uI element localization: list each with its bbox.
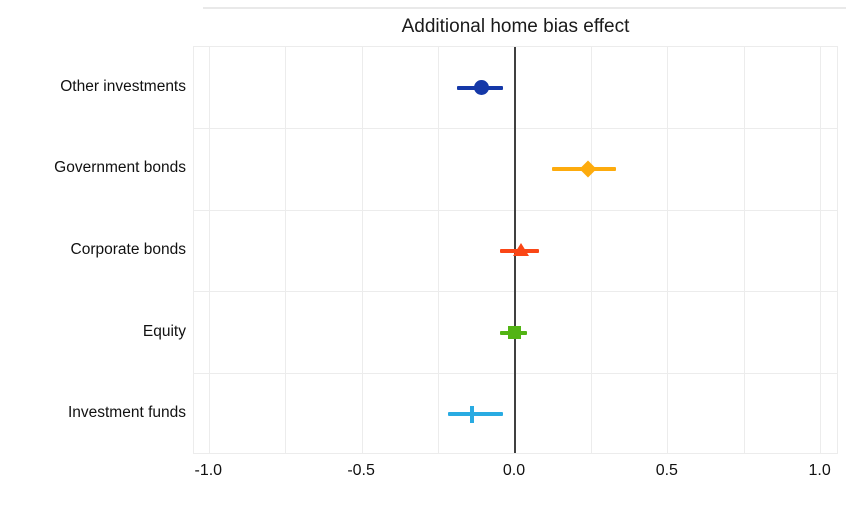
vertical-gridline [438, 47, 440, 453]
chart-title: Additional home bias effect [401, 16, 630, 37]
vertical-gridline [820, 47, 822, 453]
x-tick-label: 0.5 [655, 462, 678, 479]
category-label: Government bonds [54, 159, 186, 177]
point-marker-triangle [513, 243, 530, 256]
point-marker-square [508, 326, 522, 340]
category-label: Equity [142, 322, 186, 340]
vertical-gridline [285, 47, 287, 453]
x-tick-label: 0.0 [502, 462, 526, 479]
top-rule-divider [203, 7, 846, 9]
category-label: Investment funds [67, 404, 186, 422]
category-label: Corporate bonds [70, 241, 186, 258]
vertical-gridline [743, 47, 745, 453]
point-marker-plus [470, 405, 475, 423]
point-marker-diamond [579, 160, 597, 178]
error-bar [447, 412, 503, 417]
x-tick-label: -0.5 [347, 462, 375, 479]
vertical-gridline [361, 47, 363, 453]
x-tick-label: -1.0 [194, 462, 223, 479]
category-label: Other investments [60, 77, 186, 95]
vertical-gridline [590, 47, 592, 453]
point-marker-circle [473, 80, 489, 96]
vertical-gridline [667, 47, 669, 453]
x-tick-label: 1.0 [808, 462, 831, 479]
plot-panel [193, 46, 838, 454]
vertical-gridline [208, 47, 210, 453]
